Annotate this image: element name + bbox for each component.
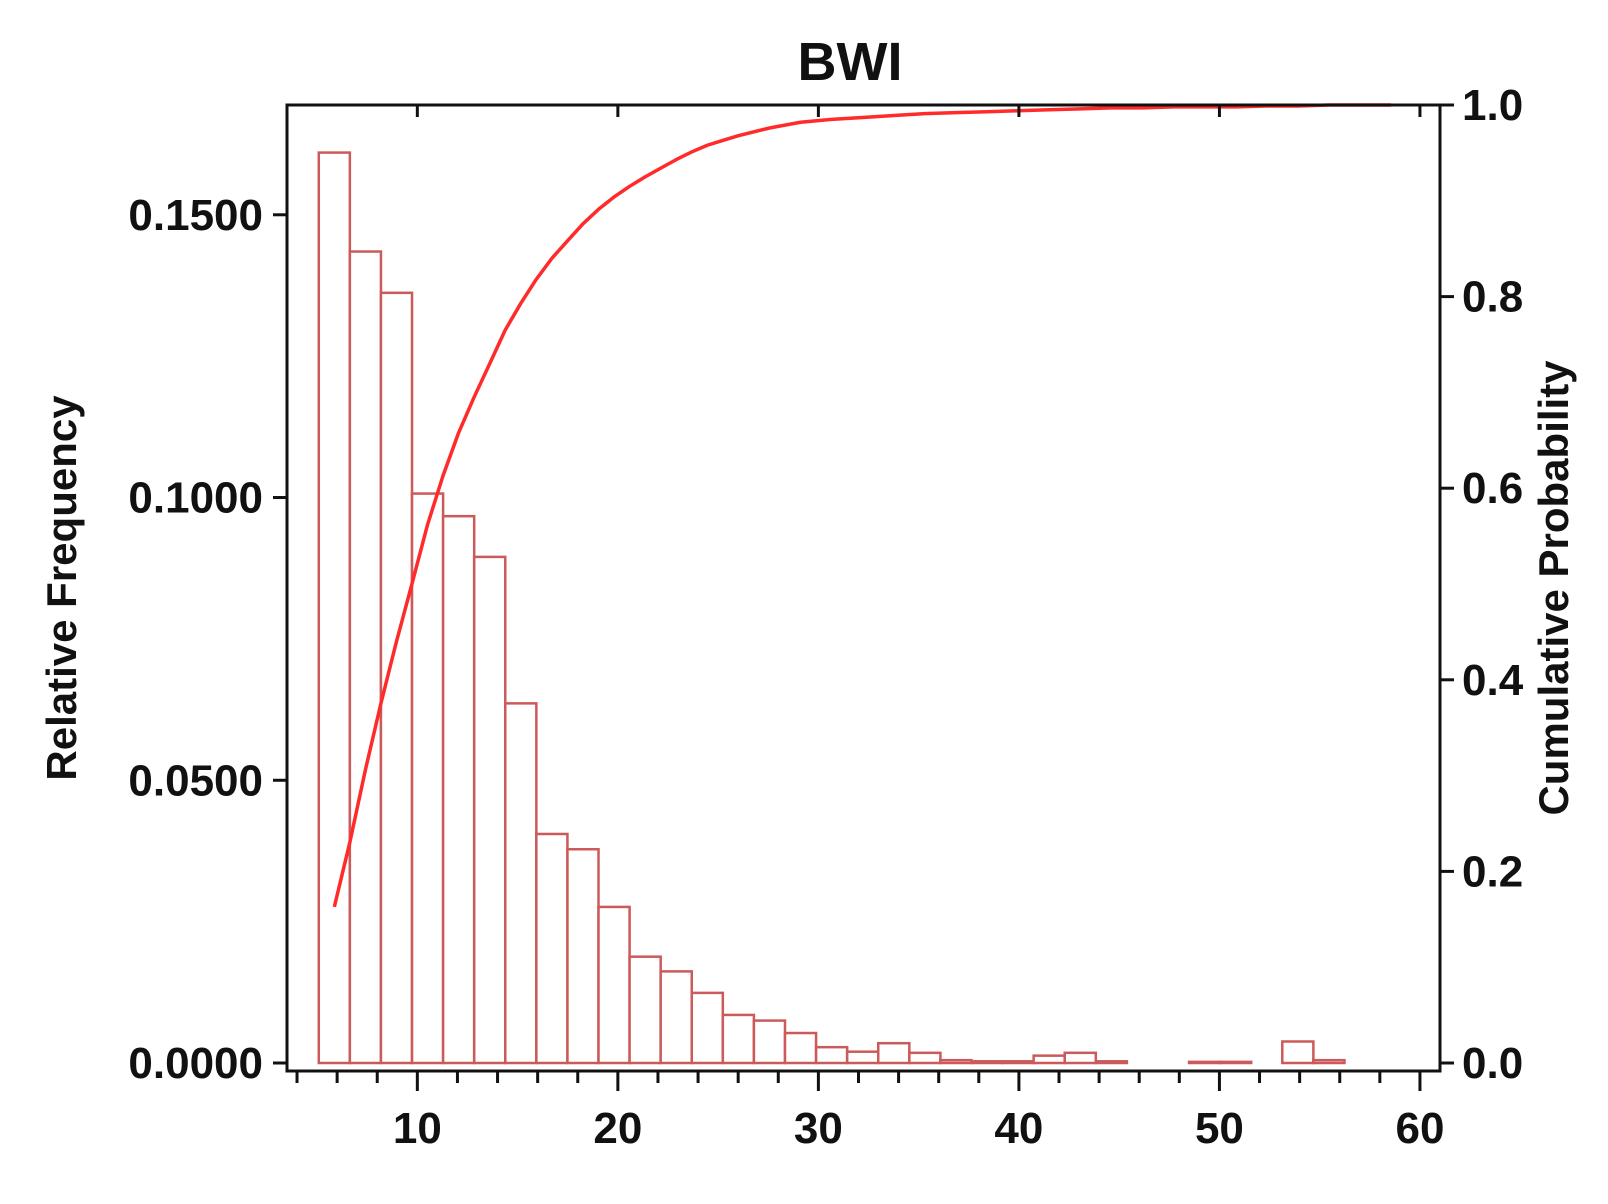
x-tick-label: 60 — [1395, 1104, 1444, 1153]
histogram-bar — [752, 1019, 787, 1065]
histogram-bar — [1312, 1058, 1346, 1065]
histogram-bar — [441, 514, 476, 1065]
histogram-bar — [348, 250, 383, 1065]
y2-tick-label: 0.8 — [1462, 273, 1523, 322]
y2-tick-label: 0.6 — [1462, 464, 1523, 513]
x-tick-label: 40 — [994, 1104, 1043, 1153]
histogram-bar — [970, 1060, 1004, 1065]
cumulative-line — [332, 103, 1392, 908]
histogram-bar — [504, 702, 538, 1065]
histogram-bar — [472, 555, 507, 1065]
histogram-bar — [1218, 1060, 1253, 1065]
y-axis-right: 0.0 0.2 0.4 0.6 0.8 1.0 — [1440, 81, 1524, 1088]
histogram-bar — [845, 1050, 880, 1065]
histogram-bar — [783, 1031, 818, 1065]
x-tick-label: 50 — [1195, 1104, 1244, 1153]
histogram-bar — [908, 1051, 942, 1065]
histogram-bar — [1281, 1040, 1315, 1065]
y2-tick-label: 0.4 — [1462, 656, 1524, 705]
histogram-bar — [1063, 1051, 1098, 1065]
chart-title: BWI — [798, 32, 903, 92]
histogram-bar — [876, 1041, 911, 1065]
y2-tick-label: 1.0 — [1462, 81, 1523, 130]
histogram-bar — [597, 905, 631, 1065]
histogram-bar — [721, 1013, 756, 1065]
x-tick-label: 10 — [393, 1104, 442, 1153]
y-axis-left: 0.0000 0.0500 0.1000 0.1500 — [128, 191, 287, 1088]
histogram-bar — [317, 151, 352, 1065]
y-tick-label: 0.1000 — [128, 474, 263, 523]
y2-axis-title: Cumulative Probability — [1530, 360, 1577, 816]
histogram-bar — [1001, 1060, 1035, 1065]
histogram-bar — [814, 1045, 849, 1065]
histogram-bar — [1094, 1060, 1129, 1065]
x-tick-label: 30 — [794, 1104, 843, 1153]
histogram-bar — [939, 1058, 973, 1065]
cumulative-curve — [332, 103, 1392, 908]
x-tick-label: 20 — [593, 1104, 642, 1153]
histogram-bar — [628, 955, 662, 1065]
y-tick-label: 0.0500 — [128, 756, 263, 805]
y2-tick-label: 0.2 — [1462, 847, 1523, 896]
histogram-bar — [659, 970, 693, 1065]
x-axis: 10 20 30 40 50 60 — [295, 105, 1444, 1153]
histogram-bar — [1032, 1054, 1066, 1065]
histogram-bar — [690, 991, 725, 1065]
histogram-bars — [317, 151, 1346, 1065]
y2-tick-label: 0.0 — [1462, 1039, 1523, 1088]
histogram-bar — [535, 832, 569, 1065]
y-tick-label: 0.1500 — [128, 191, 263, 240]
histogram-bar — [566, 848, 600, 1065]
histogram-bar — [1187, 1060, 1222, 1065]
y-tick-label: 0.0000 — [128, 1039, 263, 1088]
y-axis-title: Relative Frequency — [38, 395, 85, 781]
histogram-bar — [410, 492, 445, 1065]
plot-frame — [285, 103, 1442, 1073]
